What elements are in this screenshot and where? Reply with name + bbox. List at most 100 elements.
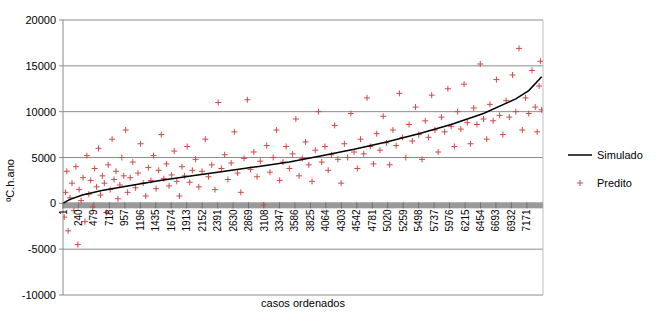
scatter-point [75,242,81,248]
x-tick [325,202,326,208]
scatter-point [529,67,535,73]
scatter-point [468,141,474,147]
x-tick [109,202,110,208]
scatter-point [335,156,341,162]
x-tick [140,202,141,208]
scatter-point [264,143,270,149]
scatter-point [532,104,538,110]
scatter-point [111,177,117,183]
x-tick-label: 2391 [212,209,223,232]
scatter-point [519,127,525,133]
scatter-point [171,148,177,154]
x-tick [155,202,156,208]
scatter-point [406,122,412,128]
scatter-point [403,155,409,161]
scatter-point [241,155,247,161]
x-tick-label: 957 [119,209,130,226]
x-tick [279,202,280,208]
x-tick-label: 5498 [413,209,424,232]
scatter-point [322,144,328,150]
x-tick-label: 4542 [351,209,362,232]
scatter-point [257,158,263,164]
scatter-point [523,95,529,101]
scatter-point [65,228,71,234]
x-tick-label: 1435 [150,209,161,232]
grid-line [63,111,543,112]
y-tick [59,203,63,204]
scatter-point [539,107,543,113]
x-tick-label: 2152 [197,209,208,232]
scatter-point [143,193,149,199]
grid-line [63,249,543,250]
scatter-point [464,120,470,126]
scatter-point [228,160,234,166]
scatter-point [99,173,105,179]
scatter-point [396,90,402,96]
x-tick [341,202,342,208]
scatter-point [273,127,279,133]
scatter-point [474,122,480,128]
scatter-point [199,168,205,174]
scatter-point [296,173,302,179]
y-tick-label: -10000 [22,289,56,301]
scatter-point [380,113,386,119]
x-tick-label: 1196 [135,209,146,231]
scatter-point [309,178,315,184]
scatter-point [471,105,477,111]
legend-marker [577,180,583,186]
scatter-point [254,174,260,180]
scatter-point [88,177,94,183]
legend-label: Predito [597,177,632,189]
x-tick-label: 6454 [475,209,486,232]
scatter-point [222,152,228,158]
y-tick-label: 20000 [25,14,56,26]
scatter-point [484,136,490,142]
y-tick-label: 10000 [25,106,56,118]
scatter-point [76,187,82,193]
y-tick [59,111,63,112]
scatter-point [422,118,428,124]
scatter-point [80,175,86,181]
scatter-point [312,147,318,153]
legend-line [568,154,592,156]
scatter-point [500,132,506,138]
scatter-point [251,149,257,155]
scatter-point [119,155,125,161]
scatter-point [480,116,486,122]
scatter-point [235,170,241,176]
scatter-point [153,186,159,192]
scatter-point [123,127,129,133]
scatter-point [174,178,180,184]
scatter-point [206,174,212,180]
scatter-point [261,202,267,208]
x-tick [233,202,234,208]
x-tick [186,202,187,208]
scatter-point [267,169,273,175]
scatter-point [283,144,289,150]
scatter-point [176,193,182,199]
x-tick [403,202,404,208]
x-tick-label: 6215 [460,209,471,232]
scatter-point [516,45,522,51]
grid-line [63,20,543,21]
x-tick-label: 5259 [398,209,409,232]
scatter-point [293,116,299,122]
scatter-point [63,189,69,195]
scatter-point [277,177,283,183]
scatter-point [461,81,467,87]
scatter-point [105,162,111,168]
scatter-point [179,164,185,170]
scatter-point [84,153,90,159]
scatter-point [319,159,325,165]
scatter-point [477,61,483,67]
scatter-point [534,129,540,135]
y-tick [59,20,63,21]
scatter-point [286,166,292,172]
x-tick-label: 5976 [444,209,455,232]
scatter-point [225,177,231,183]
x-tick-label: 1913 [181,209,192,232]
scatter-point [338,180,344,186]
scatter-point [364,95,370,101]
scatter-point [156,167,162,173]
x-tick [171,202,172,208]
